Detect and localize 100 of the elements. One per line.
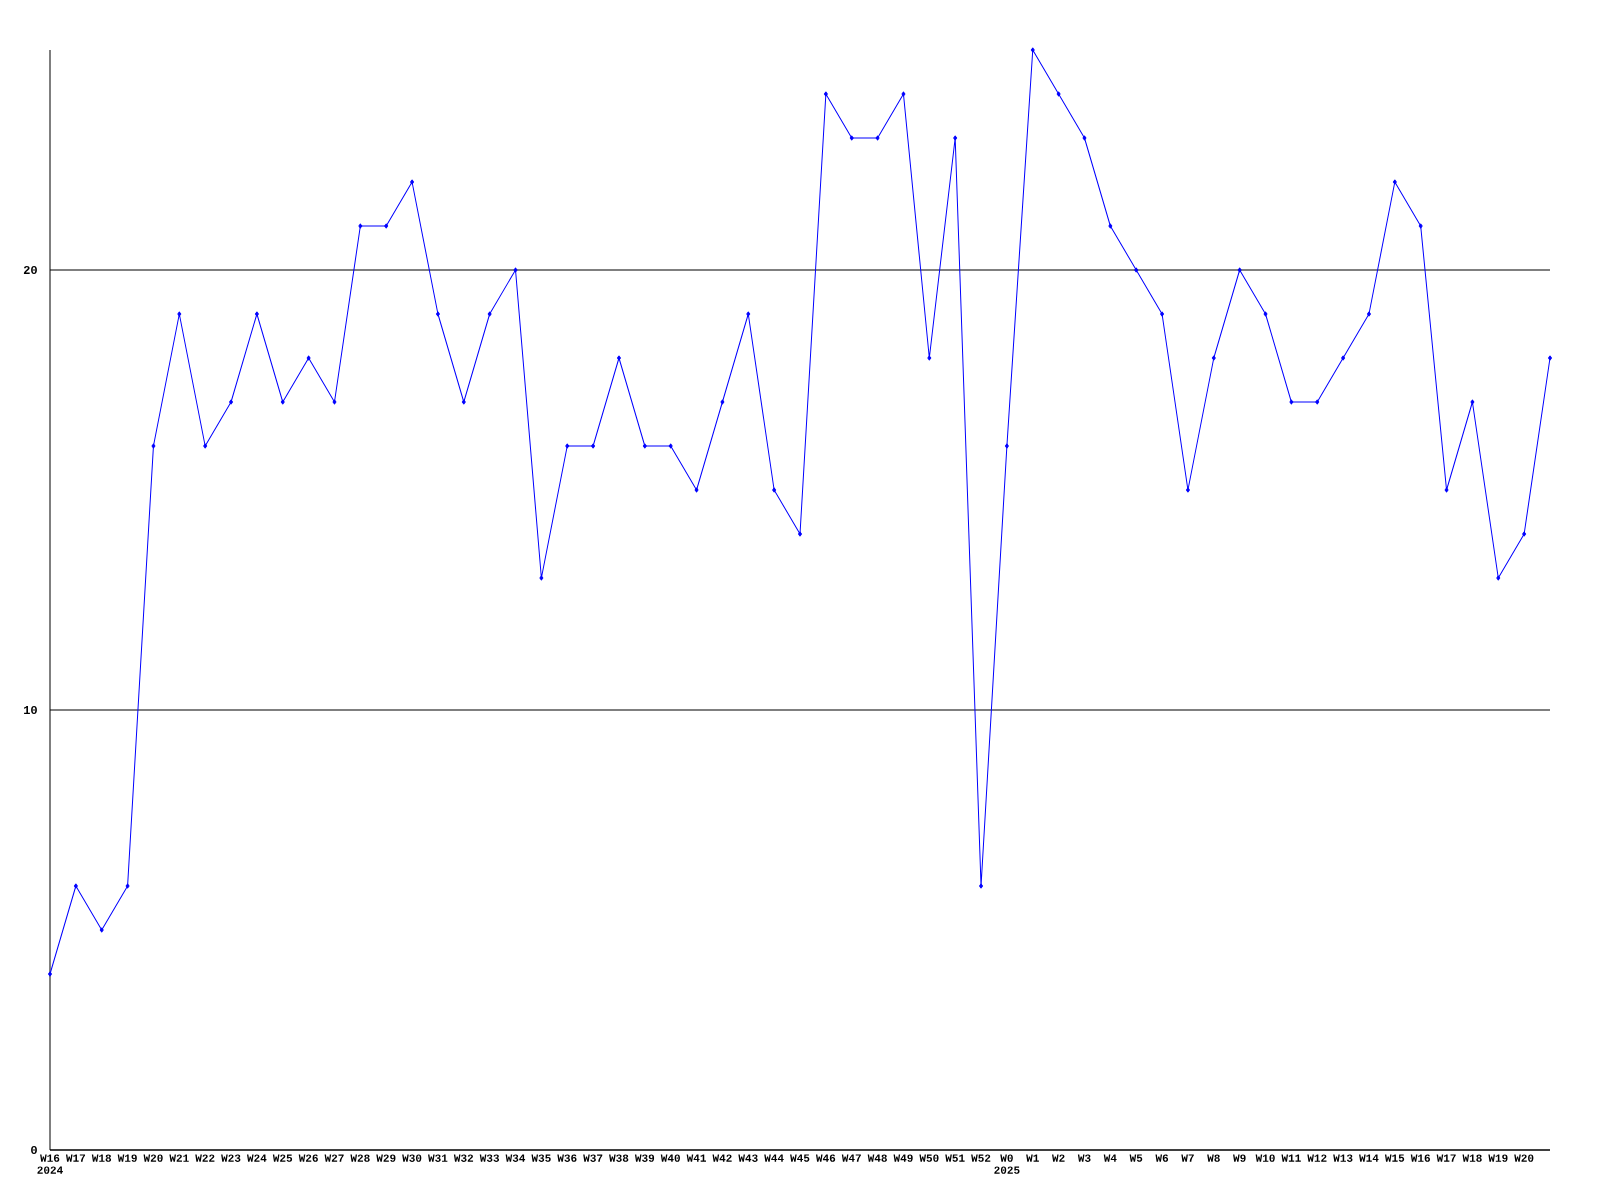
point [229, 399, 234, 405]
y-tick-label: 20 [23, 265, 37, 275]
point [1160, 311, 1165, 317]
point [332, 399, 337, 405]
point [1470, 399, 1475, 405]
x-tick-label: W50 [919, 1154, 939, 1162]
point [1211, 355, 1216, 361]
x-tick-label: W39 [634, 1154, 655, 1162]
point [125, 883, 130, 889]
x-tick-label: W7 [1181, 1154, 1194, 1162]
point [1030, 47, 1035, 53]
x-tick-label: W36 [557, 1154, 577, 1162]
point [1108, 223, 1113, 229]
point [798, 531, 802, 537]
x-tick-label: W16 [1410, 1154, 1430, 1162]
x-tick-label: W4 [1103, 1154, 1117, 1162]
point [746, 311, 751, 317]
point [435, 311, 440, 317]
point [1315, 399, 1320, 405]
point [1004, 443, 1009, 449]
point [280, 399, 285, 405]
point [177, 311, 182, 317]
x-tick-label: W19 [1488, 1154, 1508, 1162]
point [539, 575, 544, 581]
point [1341, 355, 1346, 361]
point [772, 487, 777, 493]
x-tick-label: W13 [1333, 1154, 1353, 1162]
point [151, 443, 156, 449]
point [1082, 135, 1087, 141]
y-tick-label: 0 [31, 1145, 37, 1155]
x-tick-label: W45 [790, 1154, 810, 1162]
x-tick-label: W43 [738, 1154, 758, 1162]
x-tick-label: W12 [1307, 1154, 1327, 1162]
x-tick-label: W6 [1155, 1154, 1169, 1162]
x-tick-label: W26 [298, 1154, 318, 1162]
point [823, 91, 828, 97]
point [1185, 487, 1190, 493]
x-tick-label: W22 [195, 1154, 215, 1162]
x-tick-label: W33 [479, 1154, 500, 1162]
x-tick-label: W21 [169, 1154, 189, 1162]
x-tick-label: W17 [1436, 1154, 1456, 1162]
point [1056, 91, 1061, 97]
point [1392, 179, 1397, 185]
x-tick-label: W19 [117, 1154, 137, 1162]
point [642, 443, 647, 449]
point [306, 355, 311, 361]
point [1548, 355, 1553, 361]
x-tick-label: W10 [1255, 1154, 1275, 1162]
x-tick-label: W42 [712, 1154, 732, 1162]
x-tick-label: W5 [1129, 1154, 1143, 1162]
x-tick-label: W49 [893, 1154, 913, 1162]
x-tick-label: W34 [505, 1154, 526, 1162]
point [73, 883, 78, 889]
y-tick-label: 10 [24, 705, 37, 715]
x-tick-label: W27 [324, 1154, 344, 1162]
x-tick-label: W23 [221, 1154, 241, 1162]
x-tick-label: W31 [428, 1154, 448, 1162]
point [358, 223, 363, 229]
point [254, 311, 259, 317]
x-tick-label: W9 [1233, 1154, 1246, 1162]
point [591, 443, 596, 449]
x-tick-label: W47 [841, 1154, 861, 1162]
point [720, 399, 725, 405]
x-tick-label: W15 [1384, 1154, 1405, 1162]
x-tick-label: W37 [583, 1154, 603, 1162]
point [616, 355, 621, 361]
x-tick-label: W16 2024 [37, 1154, 63, 1174]
point [410, 179, 415, 185]
x-tick-label: W1 [1026, 1154, 1039, 1162]
x-tick-label: W8 [1207, 1154, 1220, 1162]
point [1237, 267, 1242, 273]
x-tick-label: W25 [272, 1154, 293, 1162]
point [384, 223, 389, 229]
point [461, 399, 466, 405]
x-tick-label: W48 [867, 1154, 887, 1162]
point [849, 135, 854, 141]
point [1496, 575, 1501, 581]
x-tick-label: W52 [971, 1154, 991, 1162]
point [1134, 267, 1139, 273]
x-tick-label: W30 [402, 1154, 422, 1162]
x-tick-label: W2 [1052, 1154, 1065, 1162]
point [513, 267, 518, 273]
x-tick-label: W18 [91, 1154, 112, 1162]
point [99, 927, 104, 933]
x-tick-label: W32 [453, 1154, 474, 1162]
x-tick-label: W14 [1359, 1154, 1379, 1162]
point [203, 443, 208, 449]
x-tick-label: W40 [660, 1154, 680, 1162]
x-tick-label: W38 [609, 1154, 629, 1162]
x-tick-label: W3 [1077, 1154, 1091, 1162]
point [953, 135, 958, 141]
point [694, 487, 699, 493]
x-tick-label: W28 [350, 1154, 370, 1162]
x-tick-label: W51 [945, 1154, 965, 1162]
point [565, 443, 570, 449]
point [979, 883, 984, 889]
x-tick-label: W20 [1514, 1154, 1534, 1162]
point [1522, 531, 1527, 537]
x-tick-label: W17 [65, 1154, 86, 1162]
point [1289, 399, 1294, 405]
